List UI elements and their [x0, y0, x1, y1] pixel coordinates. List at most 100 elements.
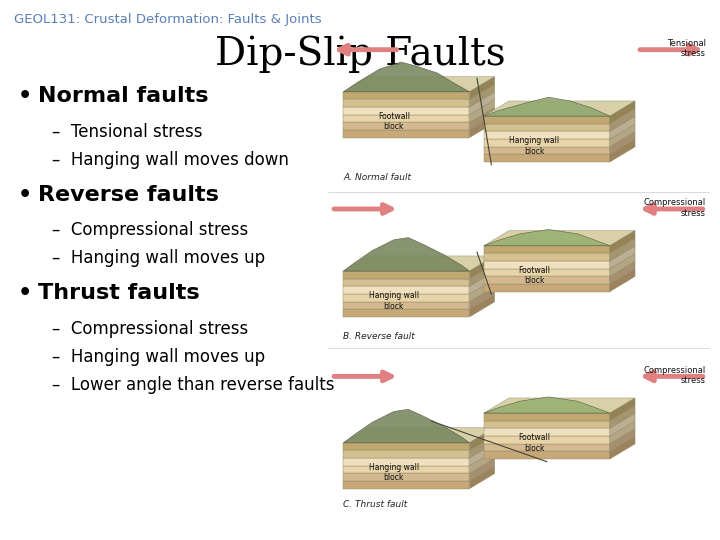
- Polygon shape: [343, 256, 495, 271]
- Polygon shape: [610, 269, 635, 292]
- Polygon shape: [610, 436, 635, 459]
- Bar: [343, 279, 469, 286]
- Polygon shape: [469, 107, 495, 130]
- Polygon shape: [484, 97, 610, 116]
- Polygon shape: [469, 99, 495, 123]
- Bar: [484, 147, 610, 154]
- Bar: [484, 413, 610, 421]
- Polygon shape: [343, 238, 469, 271]
- Polygon shape: [610, 246, 635, 269]
- Polygon shape: [469, 271, 495, 294]
- Text: Hanging wall
block: Hanging wall block: [369, 463, 419, 482]
- Polygon shape: [469, 77, 495, 99]
- Polygon shape: [343, 62, 469, 92]
- Polygon shape: [469, 279, 495, 302]
- Polygon shape: [469, 443, 495, 465]
- Polygon shape: [610, 254, 635, 276]
- Bar: [343, 481, 469, 489]
- Text: –  Compressional stress: – Compressional stress: [52, 320, 248, 338]
- Polygon shape: [469, 115, 495, 138]
- Polygon shape: [469, 294, 495, 317]
- Text: Thrust faults: Thrust faults: [38, 283, 199, 303]
- Polygon shape: [610, 124, 635, 147]
- Text: C. Thrust fault: C. Thrust fault: [343, 500, 408, 509]
- Text: Tensional
stress: Tensional stress: [667, 39, 706, 58]
- Bar: [484, 116, 610, 124]
- Polygon shape: [610, 398, 635, 421]
- Text: Reverse faults: Reverse faults: [38, 185, 219, 205]
- Bar: [343, 294, 469, 302]
- Polygon shape: [469, 435, 495, 458]
- Polygon shape: [610, 406, 635, 428]
- Bar: [484, 269, 610, 276]
- Polygon shape: [469, 458, 495, 481]
- Bar: [343, 302, 469, 309]
- Text: •: •: [18, 283, 32, 303]
- Polygon shape: [469, 428, 495, 450]
- Text: Compressional
stress: Compressional stress: [644, 198, 706, 218]
- Polygon shape: [469, 92, 495, 115]
- Bar: [343, 99, 469, 107]
- Bar: [484, 139, 610, 147]
- Text: Footwall
block: Footwall block: [518, 433, 550, 453]
- Polygon shape: [469, 466, 495, 489]
- Text: Compressional
stress: Compressional stress: [644, 366, 706, 385]
- Polygon shape: [484, 101, 635, 116]
- Text: Hanging wall
block: Hanging wall block: [369, 291, 419, 310]
- Bar: [484, 124, 610, 131]
- Bar: [343, 465, 469, 474]
- Bar: [343, 115, 469, 123]
- Text: –  Hanging wall moves down: – Hanging wall moves down: [52, 151, 289, 169]
- Polygon shape: [610, 421, 635, 444]
- Bar: [484, 131, 610, 139]
- Bar: [343, 443, 469, 450]
- Bar: [484, 246, 610, 253]
- Polygon shape: [484, 231, 635, 246]
- Text: Footwall
block: Footwall block: [518, 266, 550, 285]
- Bar: [484, 436, 610, 444]
- Text: –  Hanging wall moves up: – Hanging wall moves up: [52, 348, 265, 366]
- Polygon shape: [610, 429, 635, 451]
- Bar: [343, 107, 469, 115]
- Text: –  Tensional stress: – Tensional stress: [52, 123, 202, 141]
- Text: •: •: [18, 185, 32, 205]
- Polygon shape: [484, 230, 610, 246]
- Polygon shape: [484, 398, 635, 413]
- Bar: [343, 309, 469, 317]
- Polygon shape: [610, 413, 635, 436]
- Text: Hanging wall
block: Hanging wall block: [509, 136, 559, 156]
- Text: Dip-Slip Faults: Dip-Slip Faults: [215, 35, 505, 72]
- Bar: [484, 428, 610, 436]
- Text: •: •: [18, 86, 32, 106]
- Bar: [484, 284, 610, 292]
- Bar: [484, 261, 610, 269]
- Bar: [343, 130, 469, 138]
- Text: A. Normal fault: A. Normal fault: [343, 173, 411, 182]
- Polygon shape: [610, 109, 635, 131]
- Polygon shape: [610, 231, 635, 253]
- Text: Footwall
block: Footwall block: [378, 112, 410, 131]
- Polygon shape: [469, 264, 495, 286]
- Polygon shape: [343, 409, 469, 443]
- Polygon shape: [610, 132, 635, 154]
- Bar: [343, 286, 469, 294]
- Text: –  Compressional stress: – Compressional stress: [52, 221, 248, 239]
- Polygon shape: [469, 256, 495, 279]
- Polygon shape: [469, 287, 495, 309]
- Bar: [484, 451, 610, 459]
- Polygon shape: [610, 116, 635, 139]
- Bar: [343, 123, 469, 130]
- Bar: [343, 92, 469, 99]
- Polygon shape: [469, 84, 495, 107]
- Text: B. Reverse fault: B. Reverse fault: [343, 332, 415, 341]
- Text: –  Lower angle than reverse faults: – Lower angle than reverse faults: [52, 376, 334, 394]
- Polygon shape: [343, 428, 495, 443]
- Bar: [343, 271, 469, 279]
- Bar: [484, 444, 610, 451]
- Polygon shape: [610, 139, 635, 162]
- Text: Normal faults: Normal faults: [38, 86, 209, 106]
- Bar: [484, 154, 610, 162]
- Bar: [484, 253, 610, 261]
- Bar: [343, 450, 469, 458]
- Bar: [343, 458, 469, 465]
